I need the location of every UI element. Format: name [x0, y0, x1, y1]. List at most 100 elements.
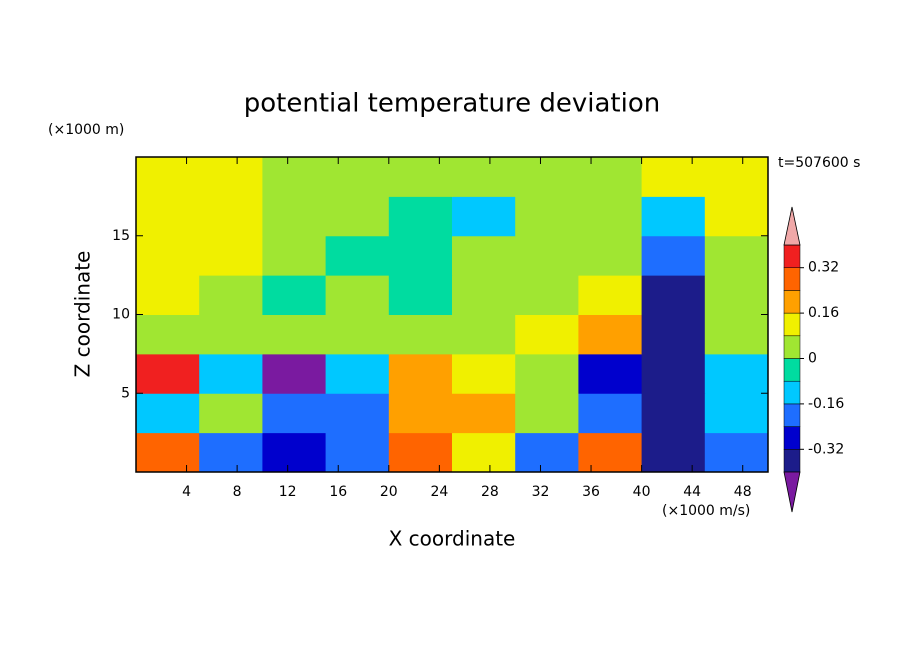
heatmap-cell — [578, 196, 643, 237]
heatmap-cell — [515, 235, 579, 276]
colorbar-band — [783, 380, 801, 405]
heatmap-cell — [704, 157, 769, 197]
colorbar-band — [783, 290, 801, 314]
heatmap-cell — [136, 235, 200, 276]
x-tick-label: 20 — [380, 484, 398, 500]
colorbar-tick-label: -0.16 — [808, 396, 844, 412]
x-tick-label: 44 — [683, 484, 701, 500]
heatmap-cell — [578, 157, 643, 197]
heatmap-cell — [641, 235, 706, 276]
heatmap-cell — [136, 314, 200, 355]
x-tick-label: 4 — [182, 484, 191, 500]
heatmap-cell — [452, 196, 516, 237]
heatmap-cell — [325, 235, 390, 276]
heatmap-cell — [578, 314, 643, 355]
heatmap-cell — [515, 353, 579, 394]
heatmap-cell — [136, 432, 200, 473]
heatmap-cell — [641, 432, 706, 473]
colorbar-band — [783, 403, 801, 427]
colorbar-under — [783, 471, 801, 513]
heatmap-cell — [388, 196, 453, 237]
heatmap-cell — [704, 275, 769, 315]
heatmap-cell — [262, 353, 327, 394]
heatmap-cell — [199, 235, 263, 276]
x-tick-label: 16 — [329, 484, 347, 500]
heatmap-cell — [136, 196, 200, 237]
y-axis-title: Z coordinate — [71, 251, 95, 378]
colorbar-tick-label: 0.16 — [808, 305, 839, 321]
colorbar-band — [783, 426, 801, 450]
x-axis-title: X coordinate — [389, 527, 516, 551]
heatmap-cell — [641, 314, 706, 355]
heatmap-cell — [199, 196, 263, 237]
heatmap-cell — [199, 157, 263, 197]
heatmap-cell — [452, 314, 516, 355]
x-unit: (×1000 m/s) — [662, 503, 750, 519]
heatmap-cell — [578, 393, 643, 434]
heatmap-cell — [262, 275, 327, 315]
heatmap-cell — [388, 314, 453, 355]
heatmap-cell — [515, 196, 579, 237]
heatmap-cell — [388, 157, 453, 197]
x-tick-label: 40 — [633, 484, 651, 500]
heatmap-cell — [641, 353, 706, 394]
heatmap-cell — [262, 235, 327, 276]
x-tick-label: 8 — [233, 484, 242, 500]
chart-title: potential temperature deviation — [244, 89, 660, 119]
y-tick-label: 15 — [112, 228, 130, 244]
heatmap-cell — [452, 353, 516, 394]
heatmap-cell — [262, 432, 327, 473]
heatmap-cell — [704, 353, 769, 394]
colorbar-band — [783, 312, 801, 337]
heatmap-cell — [452, 275, 516, 315]
heatmap-cell — [641, 275, 706, 315]
heatmap-cell — [199, 393, 263, 434]
heatmap-cell — [452, 157, 516, 197]
heatmap-cell — [325, 157, 390, 197]
x-tick-label: 28 — [481, 484, 499, 500]
y-tick-label: 10 — [112, 307, 130, 323]
heatmap-cell — [388, 275, 453, 315]
heatmap-cell — [199, 432, 263, 473]
heatmap-cell — [704, 235, 769, 276]
heatmap-cell — [388, 235, 453, 276]
heatmap-cell — [704, 314, 769, 355]
heatmap-cell — [325, 275, 390, 315]
heatmap-cell — [515, 157, 579, 197]
heatmap-cell — [325, 393, 390, 434]
y-tick-label: 5 — [121, 385, 130, 401]
heatmap-cell — [199, 314, 263, 355]
x-tick-label: 24 — [430, 484, 448, 500]
heatmap-cell — [199, 275, 263, 315]
heatmap-cell — [704, 196, 769, 237]
heatmap-cell — [136, 275, 200, 315]
y-unit: (×1000 m) — [48, 122, 124, 138]
heatmap-cell — [578, 235, 643, 276]
colorbar-band — [783, 449, 801, 473]
heatmap-cell — [641, 393, 706, 434]
colorbar-over — [783, 206, 801, 246]
heatmap-cell — [452, 235, 516, 276]
heatmap-cell — [704, 432, 769, 473]
x-tick-label: 48 — [734, 484, 752, 500]
colorbar-tick-label: 0.32 — [808, 260, 839, 276]
heatmap-cell — [136, 157, 200, 197]
heatmap-cell — [578, 432, 643, 473]
heatmap-cell — [136, 353, 200, 394]
heatmap-cell — [578, 353, 643, 394]
x-tick-label: 12 — [279, 484, 297, 500]
heatmap-cell — [325, 432, 390, 473]
colorbar-tick-label: -0.32 — [808, 441, 844, 457]
heatmap-cell — [325, 196, 390, 237]
heatmap-cell — [262, 196, 327, 237]
colorbar-band — [783, 244, 801, 268]
heatmap-cell — [388, 432, 453, 473]
colorbar-band — [783, 335, 801, 359]
heatmap-cell — [325, 353, 390, 394]
heatmap-cell — [641, 157, 706, 197]
heatmap-cell — [262, 157, 327, 197]
heatmap-cell — [262, 393, 327, 434]
heatmap-cell — [388, 393, 453, 434]
